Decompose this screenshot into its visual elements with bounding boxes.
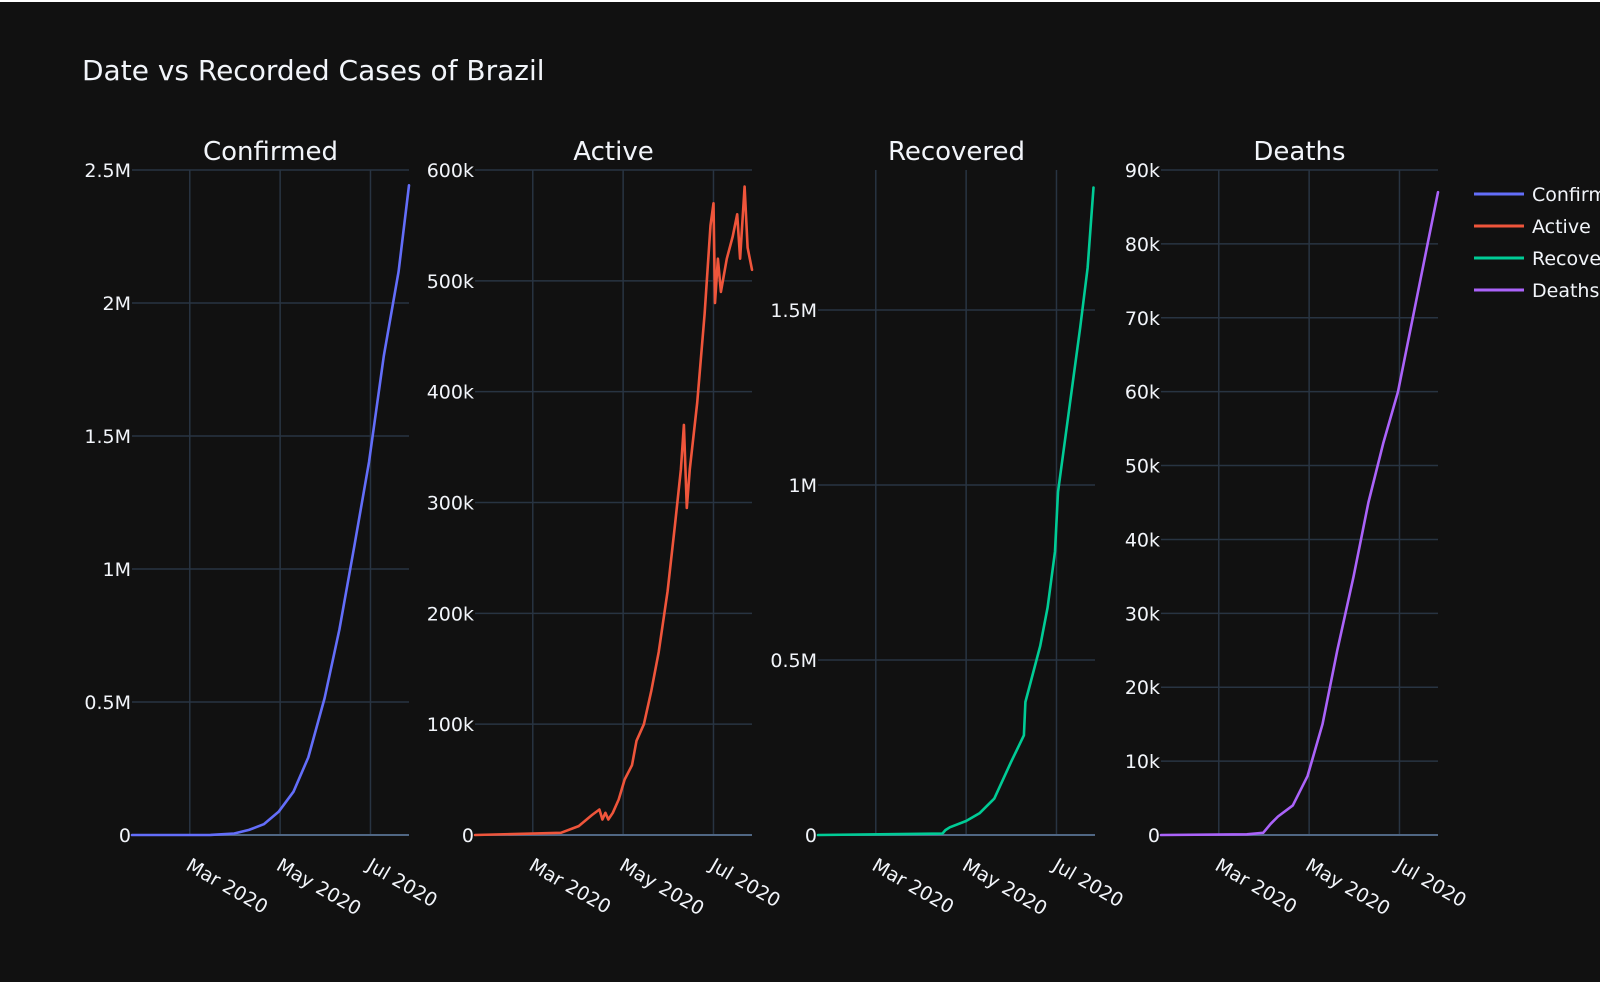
legend: Confirmed Active Recovered Deaths: [1474, 184, 1600, 302]
y-tick-label: 300k: [427, 493, 474, 515]
x-tick-label: May 2020: [1302, 854, 1394, 920]
x-tick-label: Mar 2020: [868, 854, 957, 918]
y-tick-label: 600k: [427, 160, 474, 182]
y-tick-label: 0: [462, 825, 474, 847]
x-tick-label: May 2020: [616, 854, 708, 920]
x-tick-label: Mar 2020: [182, 854, 271, 918]
y-tick-label: 1M: [789, 475, 817, 497]
legend-label: Confirmed: [1532, 184, 1600, 206]
y-tick-label: 40k: [1125, 529, 1160, 551]
x-tick-label: May 2020: [959, 854, 1051, 920]
y-tick-label: 2M: [103, 293, 131, 315]
series-line-recovered: [816, 186, 1095, 837]
y-tick-label: 30k: [1125, 603, 1160, 625]
y-tick-label: 1.5M: [770, 300, 817, 322]
subplot-title: Active: [573, 137, 653, 167]
x-tick-label: Jul 2020: [705, 854, 784, 912]
y-tick-label: 80k: [1125, 234, 1160, 256]
y-tick-label: 400k: [427, 382, 474, 404]
y-tick-label: 2.5M: [84, 160, 131, 182]
chart-frame: Date vs Recorded Cases of Brazil Mar 202…: [0, 2, 1600, 982]
x-tick-label: Jul 2020: [1048, 854, 1127, 912]
legend-item-deaths[interactable]: Deaths: [1474, 280, 1599, 302]
y-tick-label: 90k: [1125, 160, 1160, 182]
y-tick-label: 200k: [427, 603, 474, 625]
y-tick-label: 100k: [427, 714, 474, 736]
y-tick-label: 10k: [1125, 751, 1160, 773]
y-tick-label: 0.5M: [84, 692, 131, 714]
subplot-title: Confirmed: [203, 137, 338, 167]
series-line-active: [473, 185, 754, 837]
series-line-confirmed: [130, 184, 411, 837]
y-tick-label: 500k: [427, 271, 474, 293]
legend-label: Recovered: [1532, 248, 1600, 270]
x-tick-label: Jul 2020: [1391, 854, 1470, 912]
legend-item-active[interactable]: Active: [1474, 216, 1591, 238]
y-tick-label: 0: [119, 825, 131, 847]
y-tick-label: 0: [805, 825, 817, 847]
legend-item-confirmed[interactable]: Confirmed: [1474, 184, 1600, 206]
x-tick-label: Mar 2020: [525, 854, 614, 918]
x-tick-label: Mar 2020: [1211, 854, 1300, 918]
y-tick-label: 1.5M: [84, 426, 131, 448]
subplot-title: Recovered: [888, 137, 1025, 167]
legend-item-recovered[interactable]: Recovered: [1474, 248, 1600, 270]
y-tick-label: 50k: [1125, 456, 1160, 478]
chart-title: Date vs Recorded Cases of Brazil: [82, 54, 545, 87]
legend-label: Active: [1532, 216, 1591, 238]
y-tick-label: 1M: [103, 559, 131, 581]
x-tick-label: May 2020: [273, 854, 365, 920]
y-tick-label: 0.5M: [770, 650, 817, 672]
y-tick-label: 70k: [1125, 308, 1160, 330]
x-tick-label: Jul 2020: [362, 854, 441, 912]
y-tick-label: 0: [1148, 825, 1160, 847]
subplot-title: Deaths: [1253, 137, 1345, 167]
series-line-deaths: [1159, 190, 1440, 837]
y-tick-label: 60k: [1125, 382, 1160, 404]
legend-label: Deaths: [1532, 280, 1599, 302]
y-tick-label: 20k: [1125, 677, 1160, 699]
